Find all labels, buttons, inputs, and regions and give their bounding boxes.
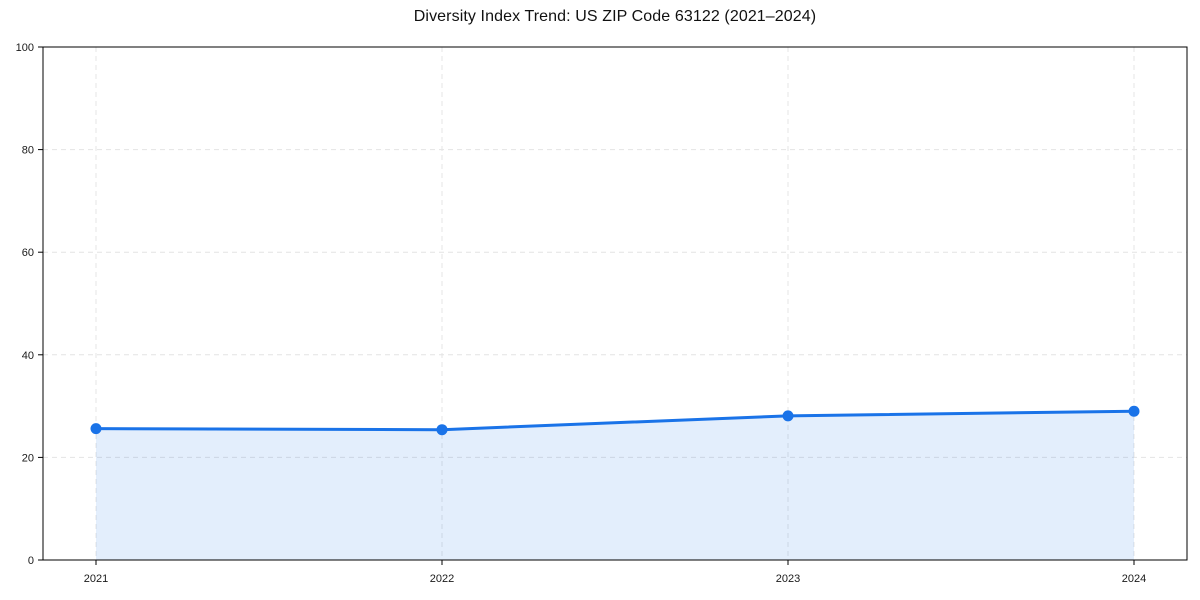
data-point bbox=[436, 424, 448, 436]
x-tick-label: 2023 bbox=[776, 573, 800, 585]
x-tick-label: 2022 bbox=[430, 573, 454, 585]
chart-title: Diversity Index Trend: US ZIP Code 63122… bbox=[413, 8, 817, 25]
y-tick-label: 40 bbox=[22, 350, 34, 362]
y-tick-label: 20 bbox=[22, 452, 34, 464]
x-tick-label: 2021 bbox=[84, 573, 108, 585]
y-tick-label: 0 bbox=[28, 555, 34, 567]
axes-frame bbox=[42, 46, 1188, 561]
data-point bbox=[782, 410, 794, 422]
area-fill bbox=[96, 411, 1134, 560]
x-tick-label: 2024 bbox=[1122, 573, 1146, 585]
y-tick-label: 60 bbox=[22, 247, 34, 259]
y-tick-label: 100 bbox=[16, 42, 34, 54]
data-point bbox=[1128, 405, 1140, 417]
data-point bbox=[90, 423, 102, 435]
y-tick-label: 80 bbox=[22, 145, 34, 157]
trend-line bbox=[94, 409, 1136, 432]
